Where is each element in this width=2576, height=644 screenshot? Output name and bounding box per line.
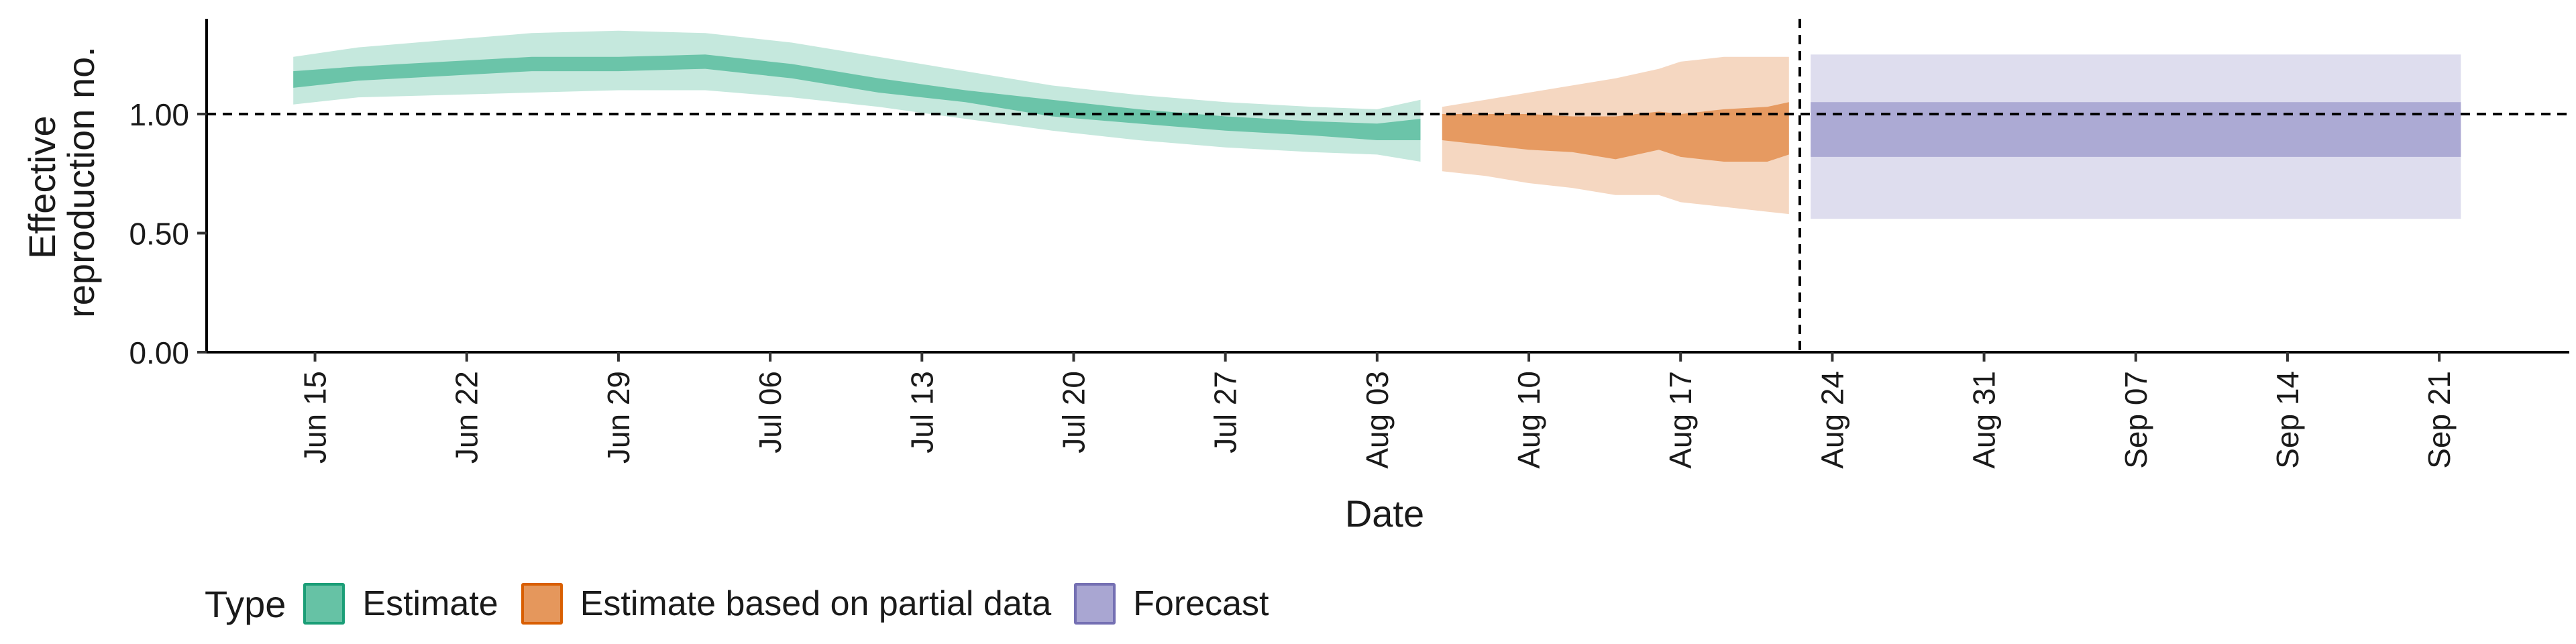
y-axis-label-line-2: reproduction no. bbox=[60, 46, 102, 318]
x-tick-label: Jun 22 bbox=[449, 371, 484, 464]
axes: 0.00 0.50 1.00 Jun 15 Jun 22 Jun 29 Jul 06 Jul … bbox=[129, 19, 2569, 469]
legend-label-forecast: Forecast bbox=[1133, 584, 1269, 623]
x-tick-label: Aug 03 bbox=[1360, 371, 1395, 469]
y-tick-label: 0.00 bbox=[129, 335, 189, 370]
x-tick-label: Aug 17 bbox=[1663, 371, 1698, 469]
y-tick-label: 1.00 bbox=[129, 97, 189, 132]
legend-label-estimate: Estimate bbox=[362, 584, 498, 623]
estimate-band-50 bbox=[293, 54, 1421, 140]
legend-swatch-forecast bbox=[1074, 583, 1116, 625]
reference-lines bbox=[207, 19, 2569, 352]
y-tick-label: 0.50 bbox=[129, 217, 189, 252]
estimate-band-90 bbox=[293, 30, 1421, 162]
legend-label-partial: Estimate based on partial data bbox=[580, 584, 1052, 623]
x-tick-label: Aug 24 bbox=[1815, 371, 1849, 469]
legend-title: Type bbox=[205, 582, 286, 625]
legend-swatch-estimate bbox=[303, 583, 345, 625]
legend-item-estimate: Estimate bbox=[303, 583, 498, 625]
x-tick-label: Jun 15 bbox=[298, 371, 333, 464]
series-bands bbox=[293, 30, 2461, 219]
x-tick-label: Jul 06 bbox=[753, 371, 788, 453]
x-tick-label: Aug 31 bbox=[1967, 371, 2002, 469]
x-tick-label: Sep 21 bbox=[2422, 371, 2457, 469]
x-tick-label: Jul 27 bbox=[1208, 371, 1243, 453]
x-axis-label: Date bbox=[1345, 492, 1424, 535]
x-tick-label: Sep 14 bbox=[2270, 371, 2305, 469]
x-tick-label: Sep 07 bbox=[2118, 371, 2153, 469]
legend-swatch-partial bbox=[521, 583, 563, 625]
x-tick-label: Jun 29 bbox=[601, 371, 636, 464]
legend: Type Estimate Estimate based on partial … bbox=[205, 577, 1291, 631]
x-tick-label: Jul 13 bbox=[904, 371, 939, 453]
x-tick-label: Aug 10 bbox=[1511, 371, 1546, 469]
estimate-based-on-partial-data-band-50 bbox=[1442, 102, 1789, 162]
y-axis-label-line-1: Effective bbox=[21, 115, 63, 259]
legend-item-forecast: Forecast bbox=[1074, 583, 1269, 625]
forecast-band-50 bbox=[1811, 102, 2461, 157]
legend-item-partial: Estimate based on partial data bbox=[521, 583, 1051, 625]
y-axis-label: Effective reproduction no. bbox=[21, 46, 102, 318]
x-tick-label: Jul 20 bbox=[1057, 371, 1091, 453]
